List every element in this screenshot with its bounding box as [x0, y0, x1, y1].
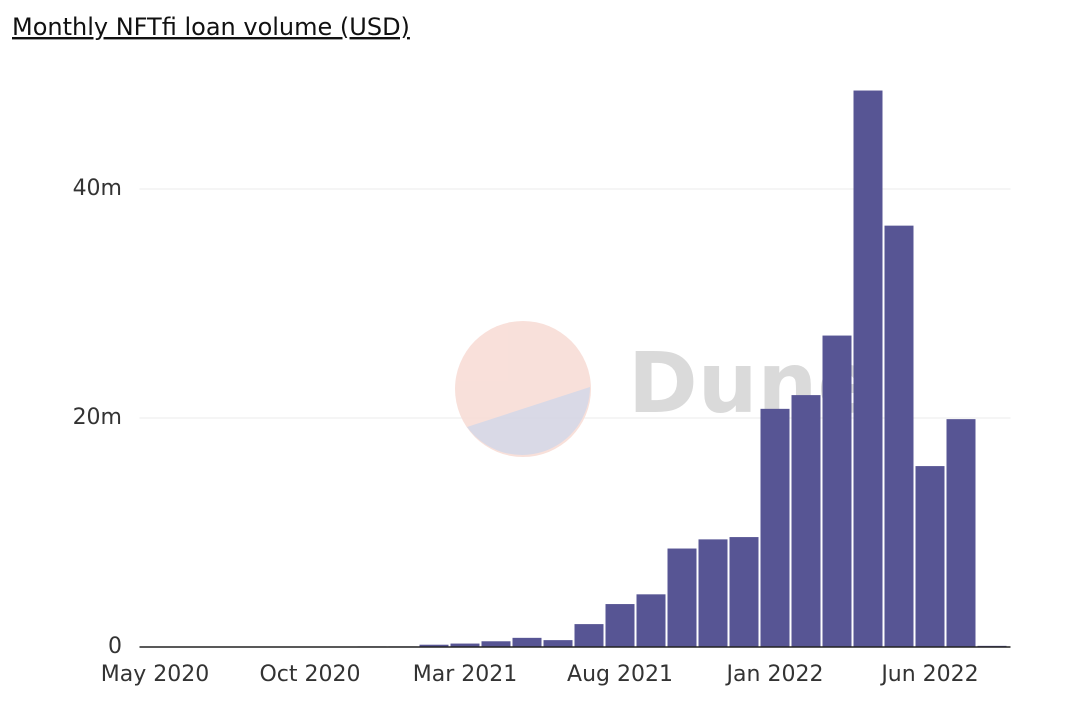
- watermark-logo-part: [467, 387, 590, 456]
- chart-title: Monthly NFTfi loan volume (USD): [12, 13, 410, 41]
- x-tick-label: May 2020: [101, 662, 209, 687]
- bar: [946, 419, 976, 647]
- bar: [543, 640, 573, 647]
- bar: [853, 90, 883, 647]
- bar: [636, 594, 666, 647]
- y-tick-label: 40m: [73, 176, 122, 201]
- bar: [760, 408, 790, 647]
- x-tick-label: Jan 2022: [725, 662, 824, 687]
- bar: [667, 548, 697, 647]
- x-tick-label: Aug 2021: [567, 662, 673, 687]
- y-tick-label: 20m: [73, 405, 122, 430]
- x-tick-label: Oct 2020: [259, 662, 360, 687]
- bar: [884, 225, 914, 647]
- bar: [822, 335, 852, 647]
- bar: [574, 624, 604, 647]
- bar: [481, 641, 511, 647]
- bar: [605, 604, 635, 647]
- x-tick-label: Mar 2021: [413, 662, 518, 687]
- bar: [512, 637, 542, 647]
- bar: [729, 537, 759, 647]
- bar: [450, 643, 480, 647]
- bar: [915, 466, 945, 647]
- x-tick-label: Jun 2022: [879, 662, 978, 687]
- bar: [698, 539, 728, 647]
- y-tick-label: 0: [108, 634, 122, 659]
- bar: [791, 395, 821, 647]
- bar: [419, 644, 449, 647]
